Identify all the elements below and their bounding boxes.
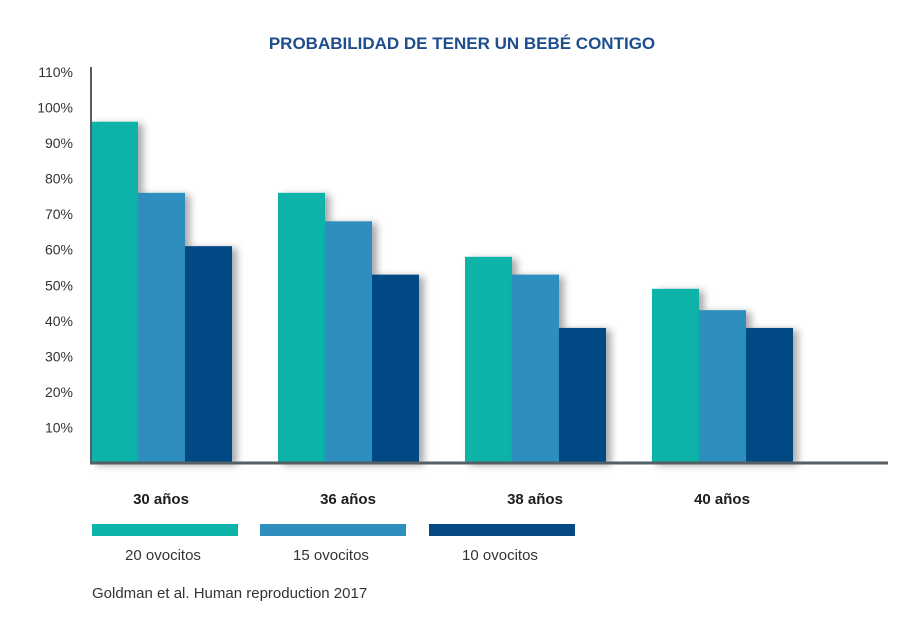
x-axis-categories: 30 años 36 años 38 años 40 años <box>133 491 750 508</box>
source-citation: Goldman et al. Human reproduction 2017 <box>92 585 367 602</box>
legend-item: 10 ovocitos <box>429 524 575 564</box>
bar <box>325 221 372 463</box>
bar-group <box>652 288 793 463</box>
chart-title: PROBABILIDAD DE TENER UN BEBÉ CONTIGO <box>269 34 655 53</box>
y-tick-label: 40% <box>45 313 73 329</box>
y-tick-label: 30% <box>45 348 73 364</box>
legend-item: 20 ovocitos <box>92 524 238 564</box>
bar-group <box>465 256 606 463</box>
bar <box>372 274 419 463</box>
x-category-label: 38 años <box>507 491 563 508</box>
bar <box>91 121 138 463</box>
y-tick-label: 70% <box>45 206 73 222</box>
y-tick-label: 10% <box>45 419 73 435</box>
bars <box>91 121 793 463</box>
legend-label: 10 ovocitos <box>462 547 538 564</box>
x-category-label: 40 años <box>694 491 750 508</box>
y-tick-label: 90% <box>45 135 73 151</box>
legend-swatch <box>429 524 575 536</box>
y-axis-ticks: 10% 20% 30% 40% 50% 60% 70% 80% 90% 100% 110% <box>37 64 73 435</box>
y-tick-label: 60% <box>45 242 73 258</box>
bar <box>465 256 512 463</box>
bar <box>559 327 606 463</box>
legend-item: 15 ovocitos <box>260 524 406 564</box>
bar <box>185 246 232 463</box>
legend-label: 20 ovocitos <box>125 547 201 564</box>
y-tick-label: 20% <box>45 384 73 400</box>
y-tick-label: 80% <box>45 171 73 187</box>
x-category-label: 36 años <box>320 491 376 508</box>
bar <box>278 192 325 463</box>
bar <box>652 288 699 463</box>
y-tick-label: 50% <box>45 277 73 293</box>
bar <box>138 192 185 463</box>
bar <box>746 327 793 463</box>
x-category-label: 30 años <box>133 491 189 508</box>
bar <box>699 310 746 463</box>
y-tick-label: 100% <box>37 100 73 116</box>
legend-label: 15 ovocitos <box>293 547 369 564</box>
legend: 20 ovocitos 15 ovocitos 10 ovocitos <box>92 524 575 564</box>
bar-group <box>91 121 232 463</box>
bar-group <box>278 192 419 463</box>
legend-swatch <box>260 524 406 536</box>
legend-swatch <box>92 524 238 536</box>
bar <box>512 274 559 463</box>
y-tick-label: 110% <box>38 64 73 80</box>
